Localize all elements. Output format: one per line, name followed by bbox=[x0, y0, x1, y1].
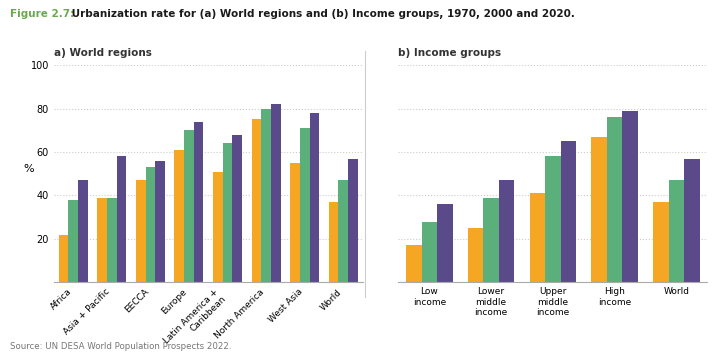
Bar bbox=[97, 198, 107, 282]
Bar bbox=[146, 167, 155, 282]
Text: Source: UN DESA World Population Prospects 2022.: Source: UN DESA World Population Prospec… bbox=[10, 342, 231, 351]
Bar bbox=[545, 156, 561, 282]
Bar bbox=[348, 159, 358, 282]
Bar bbox=[338, 180, 348, 282]
Bar bbox=[174, 150, 184, 282]
Bar bbox=[421, 222, 437, 282]
Bar bbox=[155, 161, 165, 282]
Bar bbox=[271, 104, 281, 282]
Bar bbox=[251, 119, 261, 282]
Bar bbox=[607, 117, 623, 282]
Bar bbox=[499, 180, 514, 282]
Bar bbox=[309, 113, 320, 282]
Bar bbox=[213, 172, 223, 282]
Bar bbox=[530, 193, 545, 282]
Y-axis label: %: % bbox=[24, 164, 34, 174]
Bar bbox=[437, 204, 452, 282]
Bar bbox=[116, 156, 126, 282]
Bar bbox=[184, 130, 194, 282]
Bar bbox=[468, 228, 483, 282]
Bar bbox=[406, 245, 421, 282]
Bar bbox=[194, 122, 203, 282]
Bar bbox=[233, 135, 242, 282]
Text: Urbanization rate for (a) World regions and (b) Income groups, 1970, 2000 and 20: Urbanization rate for (a) World regions … bbox=[68, 9, 575, 19]
Text: a) World regions: a) World regions bbox=[54, 48, 151, 58]
Bar bbox=[223, 143, 233, 282]
Bar bbox=[668, 180, 684, 282]
Text: Figure 2.7:: Figure 2.7: bbox=[10, 9, 74, 19]
Bar bbox=[653, 202, 668, 282]
Bar bbox=[136, 180, 146, 282]
Bar bbox=[78, 180, 88, 282]
Bar bbox=[483, 198, 499, 282]
Bar bbox=[684, 159, 699, 282]
Bar bbox=[68, 200, 78, 282]
Bar bbox=[561, 141, 576, 282]
Bar bbox=[59, 235, 68, 282]
Bar bbox=[261, 109, 271, 282]
Bar bbox=[107, 198, 116, 282]
Bar bbox=[592, 137, 607, 282]
Bar bbox=[329, 202, 338, 282]
Text: b) Income groups: b) Income groups bbox=[398, 48, 502, 58]
Bar bbox=[623, 111, 638, 282]
Bar bbox=[300, 128, 309, 282]
Bar bbox=[290, 163, 300, 282]
